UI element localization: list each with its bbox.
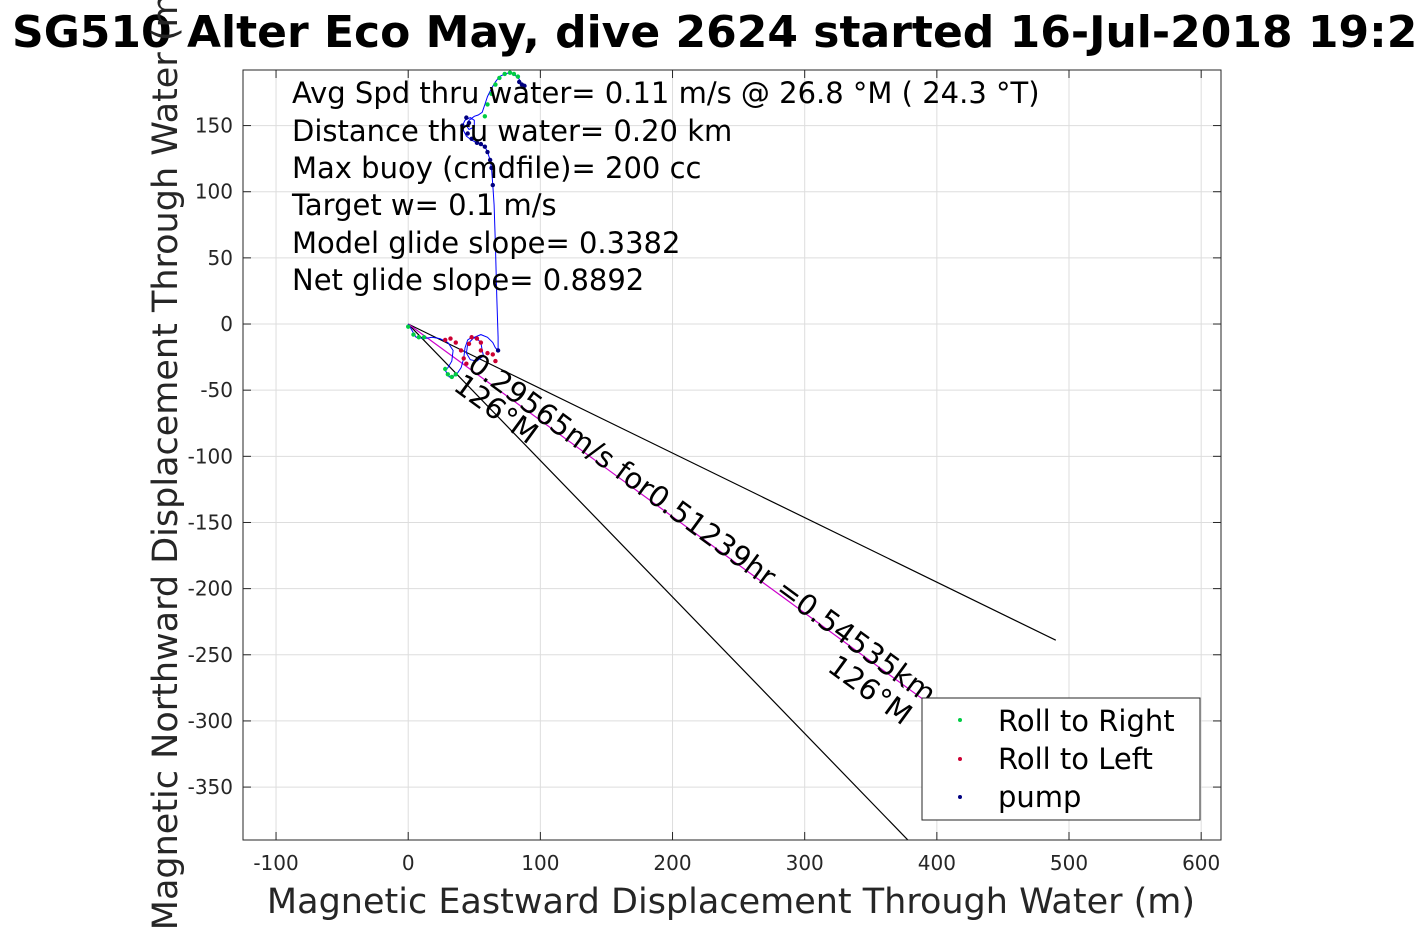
point-roll-to-right [416, 335, 421, 340]
point-roll-to-right [511, 71, 517, 77]
y-tick-label: -150 [188, 510, 233, 534]
heading-cone-line [407, 323, 909, 840]
current-vector [407, 323, 954, 722]
y-tick-label: -50 [200, 378, 233, 402]
point-roll-to-right [443, 366, 448, 372]
point-roll-to-right [502, 71, 507, 77]
x-axis-label: Magnetic Eastward Displacement Through W… [267, 882, 1195, 922]
point-roll-to-left [493, 358, 498, 364]
point-roll-to-right [507, 70, 513, 75]
legend: Roll to Right Roll to Left pump [921, 697, 1201, 821]
point-pump [474, 140, 480, 145]
x-tick-label: 600 [1182, 851, 1220, 875]
y-tick-label: -300 [188, 709, 233, 733]
annotation-block: Avg Spd thru water= 0.11 m/s @ 26.8 °M (… [291, 76, 1040, 297]
point-pump [464, 115, 469, 120]
point-roll-to-left [443, 337, 448, 343]
legend-marker-pump [958, 795, 962, 799]
chart-title: SG510 Alter Eco May, dive 2624 started 1… [12, 7, 1417, 58]
heading-cone-line [407, 323, 1057, 641]
y-tick-label: 0 [220, 312, 233, 336]
annotation-model-glide: Model glide slope= 0.3382 [292, 226, 680, 260]
point-roll-to-left [478, 348, 484, 353]
legend-label-roll-left: Roll to Left [998, 742, 1153, 776]
point-roll-to-right [421, 335, 427, 340]
current-vector-line [407, 323, 954, 722]
point-roll-to-left [485, 350, 490, 356]
point-roll-to-right [449, 374, 455, 380]
point-pump [487, 157, 493, 163]
annotation-avg-speed: Avg Spd thru water= 0.11 m/s @ 26.8 °M (… [292, 76, 1040, 110]
y-tick-label: -100 [188, 444, 233, 468]
y-tick-label: -200 [188, 577, 233, 601]
point-roll-to-right [497, 75, 502, 81]
x-tick-label: 100 [521, 851, 559, 875]
legend-label-roll-right: Roll to Right [998, 704, 1175, 738]
point-roll-to-left [464, 361, 469, 366]
point-roll-to-right [515, 74, 521, 79]
data-points [406, 70, 527, 380]
point-roll-to-left [458, 348, 464, 353]
point-roll-to-left [448, 336, 453, 341]
point-pump [522, 83, 527, 89]
legend-box [921, 697, 1201, 821]
point-roll-to-left [490, 352, 495, 357]
point-roll-to-right [411, 332, 416, 337]
point-roll-to-left [466, 341, 472, 347]
point-pump [490, 182, 495, 188]
y-tick-label: -250 [188, 643, 233, 667]
point-pump [495, 348, 501, 353]
point-pump [460, 123, 465, 128]
x-tick-label: 0 [402, 851, 415, 875]
point-roll-to-left [478, 340, 484, 345]
point-pump [469, 136, 474, 141]
plot-frame [242, 69, 1222, 841]
x-tick-label: 200 [653, 851, 691, 875]
point-roll-to-right [482, 114, 488, 119]
point-roll-to-left [474, 336, 480, 341]
x-tick-label: -100 [253, 851, 298, 875]
y-tick-label: 50 [208, 246, 233, 270]
point-roll-to-right [493, 82, 498, 87]
point-roll-to-left [453, 340, 458, 345]
point-roll-to-right [489, 91, 494, 97]
point-roll-to-right [445, 372, 451, 377]
point-roll-to-right [406, 324, 411, 329]
legend-marker-roll-right [958, 718, 962, 722]
point-pump [466, 120, 472, 126]
x-tick-label: 400 [918, 851, 956, 875]
point-pump [482, 144, 488, 149]
annotation-target-w: Target w= 0.1 m/s [291, 188, 557, 222]
point-pump [478, 141, 484, 147]
y-tick-label: 150 [195, 114, 233, 138]
point-roll-to-right [453, 372, 458, 377]
point-pump [489, 165, 494, 171]
x-tick-label: 500 [1050, 851, 1088, 875]
annotation-distance: Distance thru water= 0.20 km [292, 114, 732, 148]
heading-cone [407, 323, 1057, 840]
x-tick-label: 300 [786, 851, 824, 875]
point-roll-to-left [469, 335, 474, 340]
y-axis-label: Magnetic Northward Displacement Through … [146, 0, 186, 930]
y-tick-label: 100 [195, 180, 233, 204]
grid-lines [243, 70, 1221, 840]
annotation-max-buoy: Max buoy (cmdfile)= 200 cc [292, 151, 701, 185]
point-pump [465, 131, 470, 136]
current-speed-label: 0.29565m/s for0.51239hr =0.54535km [462, 346, 943, 711]
legend-marker-roll-left [958, 757, 962, 761]
point-pump [485, 149, 490, 155]
point-roll-to-right [485, 102, 490, 107]
legend-label-pump: pump [998, 780, 1081, 814]
annotation-net-glide: Net glide slope= 0.8892 [292, 263, 644, 297]
axis-ticks: -100 0 100 200 300 400 500 600-350-300-250-200-… [188, 70, 1221, 875]
y-tick-label: -350 [188, 775, 233, 799]
point-roll-to-left [461, 356, 466, 361]
